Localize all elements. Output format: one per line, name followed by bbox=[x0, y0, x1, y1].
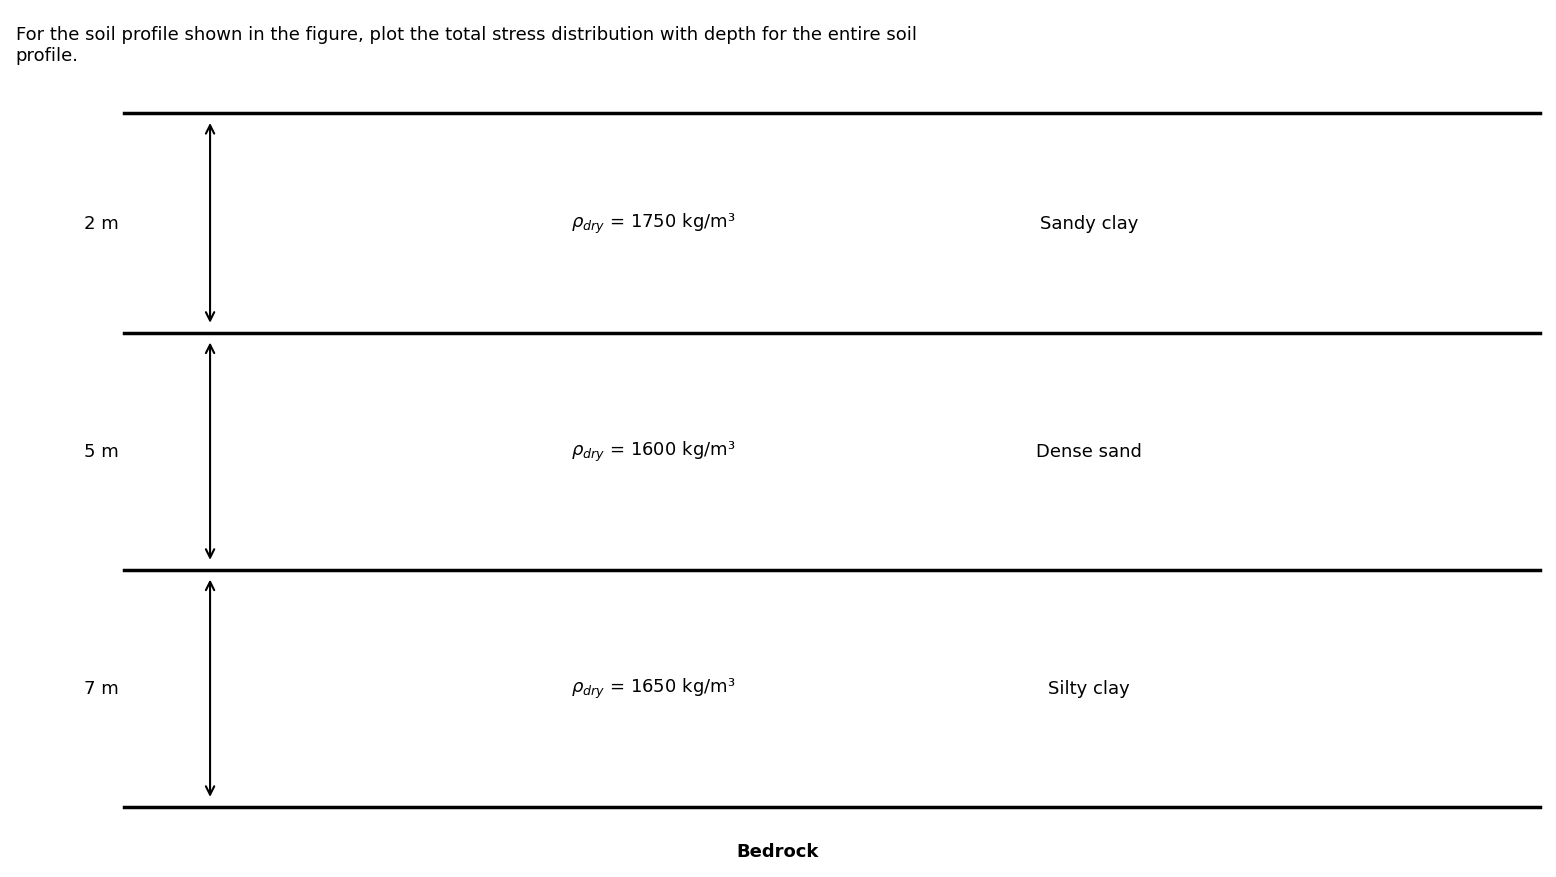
Text: 2 m: 2 m bbox=[84, 215, 118, 232]
Text: Sandy clay: Sandy clay bbox=[1039, 215, 1139, 232]
Text: 7 m: 7 m bbox=[84, 680, 118, 697]
Text: Dense sand: Dense sand bbox=[1036, 443, 1142, 460]
Text: $\rho_{dry}$ = 1600 kg/m³: $\rho_{dry}$ = 1600 kg/m³ bbox=[571, 439, 736, 464]
Text: For the soil profile shown in the figure, plot the total stress distribution wit: For the soil profile shown in the figure… bbox=[16, 26, 916, 65]
Text: Silty clay: Silty clay bbox=[1049, 680, 1130, 697]
Text: 5 m: 5 m bbox=[84, 443, 118, 460]
Text: Bedrock: Bedrock bbox=[738, 842, 818, 860]
Text: $\rho_{dry}$ = 1650 kg/m³: $\rho_{dry}$ = 1650 kg/m³ bbox=[571, 676, 736, 701]
Text: $\rho_{dry}$ = 1750 kg/m³: $\rho_{dry}$ = 1750 kg/m³ bbox=[571, 211, 736, 236]
